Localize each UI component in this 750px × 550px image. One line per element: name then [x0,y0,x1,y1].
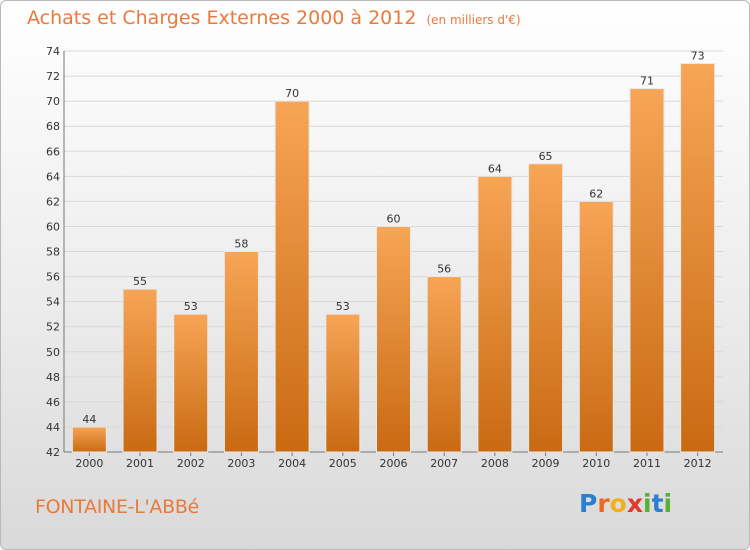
x-tick-label: 2009 [532,457,560,470]
x-tick-label: 2001 [126,457,154,470]
y-tick-label: 74 [46,45,60,58]
logo-letter: i [643,489,652,518]
y-tick-label: 60 [46,220,60,233]
logo-letter: x [626,489,643,518]
y-tick-label: 52 [46,321,60,334]
y-tick-label: 50 [46,346,60,359]
y-tick-label: 64 [46,170,60,183]
chart-title: Achats et Charges Externes 2000 à 2012 (e… [27,7,521,29]
bar [173,313,209,453]
commune-name: FONTAINE-L'ABBé [35,496,199,518]
y-tick-label: 72 [46,70,60,83]
title-main: Achats et Charges Externes 2000 à 2012 [27,7,417,29]
bar [477,175,513,453]
x-tick-label: 2012 [684,457,712,470]
y-tick-label: 62 [46,195,60,208]
bar [274,100,310,453]
data-label: 53 [184,300,198,313]
y-tick-label: 58 [46,246,60,259]
data-label: 73 [691,50,705,63]
x-tick-label: 2007 [430,457,458,470]
x-tick-label: 2008 [481,457,509,470]
data-label: 56 [437,263,451,276]
bar [528,163,564,453]
y-tick-label: 54 [46,296,60,309]
data-label: 53 [336,300,350,313]
y-tick-label: 48 [46,371,60,384]
x-tick-label: 2011 [633,457,661,470]
bar [578,200,614,453]
x-tick-label: 2010 [582,457,610,470]
logo-letter: P [579,489,598,518]
data-label: 55 [133,275,147,288]
y-tick-label: 56 [46,271,60,284]
data-labels: 44 55 53 58 70 53 60 56 64 65 62 71 73 [82,50,704,426]
y-tick-label: 42 [46,446,60,459]
x-tick-label: 2003 [227,457,255,470]
y-tick-label: 44 [46,421,60,434]
title-unit: (en milliers d'€) [426,13,521,27]
data-label: 71 [640,75,654,88]
data-label: 70 [285,87,299,100]
data-label: 62 [589,187,603,200]
logo-letter: o [609,489,627,518]
x-tick-label: 2005 [329,457,357,470]
x-tick-labels: 2000 2001 2002 2003 2004 2005 2006 2007 2008 2009… [75,457,711,470]
data-label: 64 [488,162,502,175]
y-tick-label: 70 [46,95,60,108]
x-tick-label: 2004 [278,457,306,470]
data-label: 58 [234,238,248,251]
proxiti-logo[interactable]: Proxiti [579,489,672,518]
bars [71,63,716,453]
bar [325,313,361,453]
bar [376,225,411,453]
bar [680,63,716,453]
y-tick-labels: 42 44 46 48 50 52 54 56 58 60 62 64 66 68 70 72 74 [46,45,60,459]
data-label: 44 [82,413,96,426]
logo-letter: i [663,489,673,518]
bar [71,426,107,453]
y-tick-label: 66 [46,145,60,158]
data-label: 65 [539,150,553,163]
x-tick-label: 2006 [380,457,408,470]
bar [122,288,158,453]
data-label: 60 [387,212,401,225]
x-tick-label: 2002 [177,457,205,470]
y-tick-label: 68 [46,120,60,133]
y-tick-label: 46 [46,396,60,409]
bar [629,88,665,453]
x-tick-label: 2000 [75,457,103,470]
logo-letter: r [597,489,610,518]
bar [426,276,462,453]
logo-letter: t [651,489,664,518]
bar [223,251,259,453]
